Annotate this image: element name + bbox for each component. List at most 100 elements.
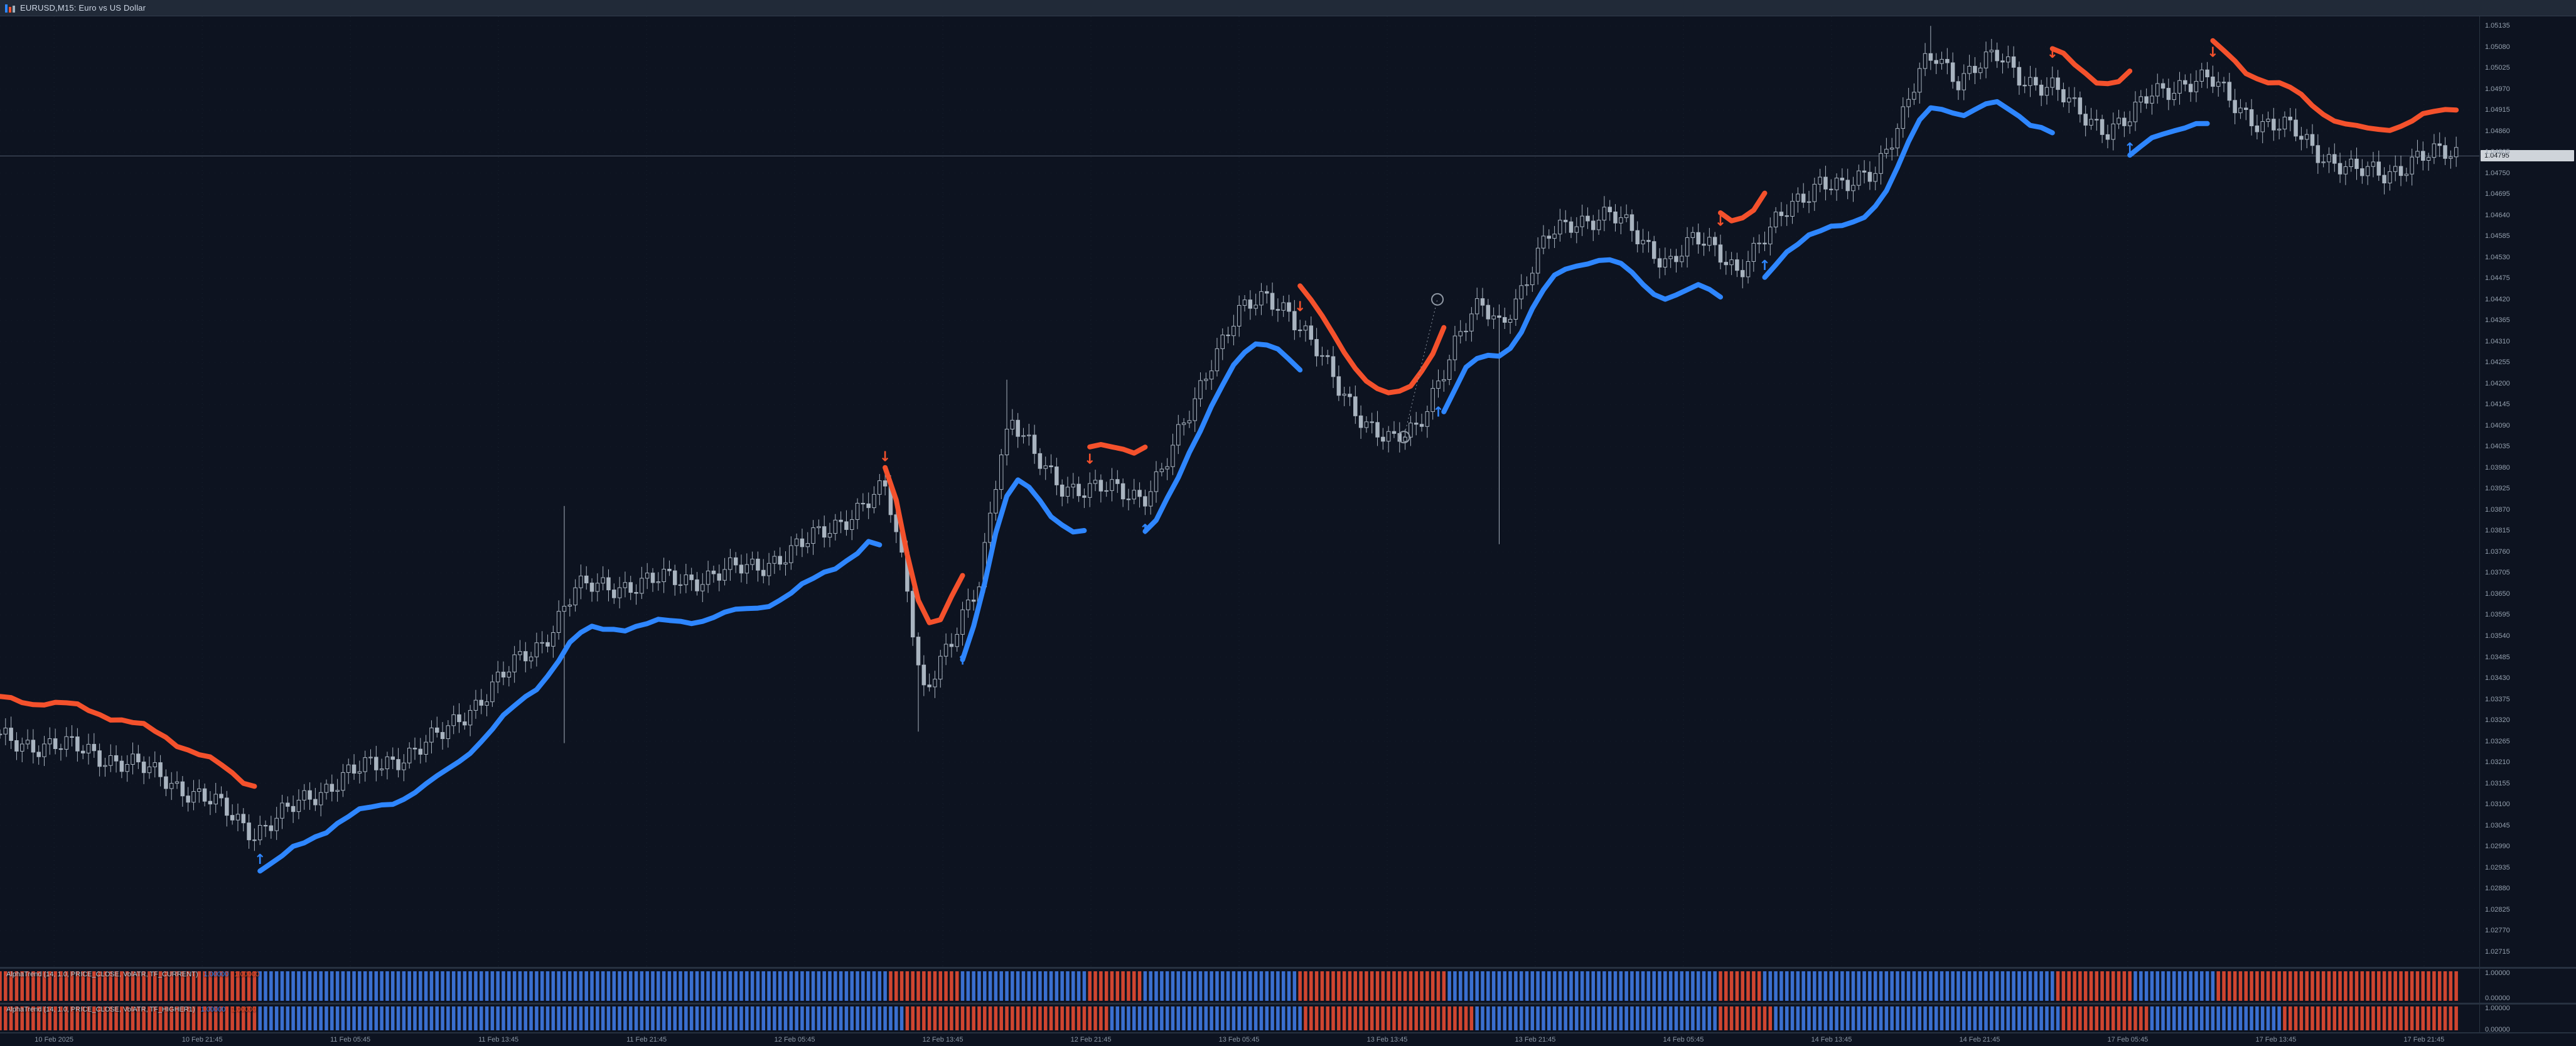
buy-arrow-icon: ↑ [957,652,968,668]
sell-arrow-icon: ↓ [879,449,891,465]
time-axis-label: 10 Feb 21:45 [181,1036,223,1043]
time-axis-label: 13 Feb 13:45 [1366,1036,1408,1043]
price-axis-label: 1.04090 [2485,421,2510,429]
time-axis-label: 11 Feb 05:45 [330,1036,371,1043]
price-axis-label: 1.04750 [2485,169,2510,177]
time-axis-label: 13 Feb 21:45 [1515,1036,1556,1043]
price-axis-label: 1.03430 [2485,674,2510,682]
time-axis-label: 17 Feb 05:45 [2107,1036,2149,1043]
time-axis-label: 17 Feb 13:45 [2255,1036,2297,1043]
price-axis-label: 1.02935 [2485,863,2510,871]
price-axis-label: 1.03705 [2485,569,2510,577]
price-axis-label: 1.05135 [2485,22,2510,30]
price-axis-label: 1.03760 [2485,547,2510,556]
price-axis-label: 1.04640 [2485,211,2510,219]
sell-arrow-icon: ↓ [1294,299,1306,315]
price-axis-label: 1.03815 [2485,527,2510,535]
buy-arrow-icon: ↑ [254,852,266,868]
price-axis-label: 1.03320 [2485,716,2510,725]
price-axis-label: 1.03100 [2485,801,2510,809]
sell-arrow-icon: ↓ [1084,451,1095,467]
price-axis-label: 1.03870 [2485,505,2510,514]
price-axis-label: 1.04695 [2485,190,2510,198]
time-axis-label: 14 Feb 13:45 [1811,1036,1852,1043]
main-price-chart[interactable]: ↑ ↓ ↑ ↓ ↑ ↓ ↑ ↓ ↑ ↓ ↑ ↓ [0,16,2479,967]
price-axis-label: 1.02770 [2485,927,2510,935]
time-axis-label: 12 Feb 05:45 [774,1036,815,1043]
buy-arrow-icon: ↑ [1759,258,1770,274]
price-axis-label: 1.02880 [2485,885,2510,893]
price-axis-label: 1.04860 [2485,127,2510,135]
pane1-scale-top: 1.00000 [2485,969,2510,977]
buy-arrow-icon: ↑ [2124,141,2135,156]
price-axis-label: 1.03650 [2485,590,2510,598]
price-axis[interactable]: 1.04795 1.00000 0.00000 1.00000 0.00000 … [2479,16,2576,1033]
time-axis-label: 11 Feb 21:45 [626,1036,667,1043]
price-axis-label: 1.03045 [2485,821,2510,829]
price-axis-label: 1.04970 [2485,85,2510,93]
pane1-indicator-name: AlphaTrend (14, 1.0, PRICE_CLOSE, VolATR… [6,971,198,978]
alphatrend-pane-1[interactable] [0,969,2479,1003]
pane2-scale-bottom: 0.00000 [2485,1026,2510,1033]
time-axis-label: 11 Feb 13:45 [478,1036,519,1043]
price-axis-label: 1.03375 [2485,695,2510,703]
pane-splitter-3[interactable] [0,1032,2576,1033]
alphatrend-pane-2[interactable] [0,1005,2479,1032]
trade-marker-circle [1397,431,1410,444]
price-axis-label: 1.04420 [2485,295,2510,303]
price-axis-label: 1.02715 [2485,947,2510,956]
signal-arrows-layer: ↑ ↓ ↑ ↓ ↑ ↓ ↑ ↓ ↑ ↓ ↑ ↓ [254,45,2219,868]
histogram-bars [0,1006,2458,1030]
price-axis-label: 1.03595 [2485,611,2510,619]
chart-title: EURUSD,M15: Euro vs US Dollar [20,3,146,13]
current-price-badge: 1.04795 [2481,150,2574,162]
time-axis-label: 13 Feb 05:45 [1218,1036,1260,1043]
price-axis-label: 1.03485 [2485,653,2510,661]
price-axis-label: 1.04475 [2485,274,2510,283]
price-axis-label: 1.04365 [2485,316,2510,325]
price-axis-label: 1.05080 [2485,43,2510,51]
price-axis-label: 1.03210 [2485,758,2510,767]
price-axis-label: 1.03540 [2485,632,2510,640]
pane2-indicator-name: AlphaTrend (14, 1.0, PRICE_CLOSE, VolATR… [6,1006,195,1013]
sell-arrow-icon: ↓ [1715,214,1726,230]
time-axis-label: 17 Feb 21:45 [2403,1036,2445,1043]
candlestick-chart-icon [5,4,15,13]
sell-arrow-icon: ↓ [2047,46,2058,62]
candles-layer[interactable] [0,26,2459,851]
pane1-indicator-label: AlphaTrend (14, 1.0, PRICE_CLOSE, VolATR… [6,971,259,978]
pane2-value-up: 1.00000 [200,1006,226,1013]
time-axis-label: 12 Feb 13:45 [922,1036,963,1043]
pane-splitter-1[interactable] [0,967,2576,969]
price-axis-label: 1.04255 [2485,359,2510,367]
pane2-indicator-label: AlphaTrend (14, 1.0, PRICE_CLOSE, VolATR… [6,1006,256,1013]
price-axis-label: 1.04585 [2485,232,2510,240]
price-axis-label: 1.02825 [2485,905,2510,914]
chart-objects-layer[interactable] [1397,293,1444,444]
grid-layer [0,16,2479,967]
pane1-scale-bottom: 0.00000 [2485,995,2510,1002]
price-axis-label: 1.04310 [2485,337,2510,345]
pane-splitter-2[interactable] [0,1003,2576,1005]
histogram-bars [0,971,2458,1001]
price-axis-label: 1.04035 [2485,443,2510,451]
price-axis-label: 1.04915 [2485,106,2510,114]
price-axis-label: 1.03265 [2485,737,2510,745]
time-axis-label: 14 Feb 05:45 [1663,1036,1704,1043]
buy-arrow-icon: ↑ [1139,522,1151,537]
chart-title-bar[interactable]: EURUSD,M15: Euro vs US Dollar [0,0,2576,16]
price-axis-label: 1.04200 [2485,379,2510,387]
time-axis-label: 14 Feb 21:45 [1959,1036,2000,1043]
price-axis-label: 1.04145 [2485,401,2510,409]
pane1-value-down: 1.00000 [234,971,260,978]
price-axis-label: 1.02990 [2485,843,2510,851]
price-axis-label: 1.03155 [2485,779,2510,787]
pane2-value-down: 1.00000 [231,1006,257,1013]
price-axis-label: 1.04530 [2485,253,2510,261]
pane1-value-up: 1.00000 [203,971,229,978]
price-axis-label: 1.04805 [2485,148,2510,156]
time-axis[interactable]: 10 Feb 2025 10 Feb 21:45 11 Feb 05:45 11 Fe… [0,1033,2479,1046]
price-axis-label: 1.03925 [2485,485,2510,493]
time-axis-label: 12 Feb 21:45 [1070,1036,1112,1043]
